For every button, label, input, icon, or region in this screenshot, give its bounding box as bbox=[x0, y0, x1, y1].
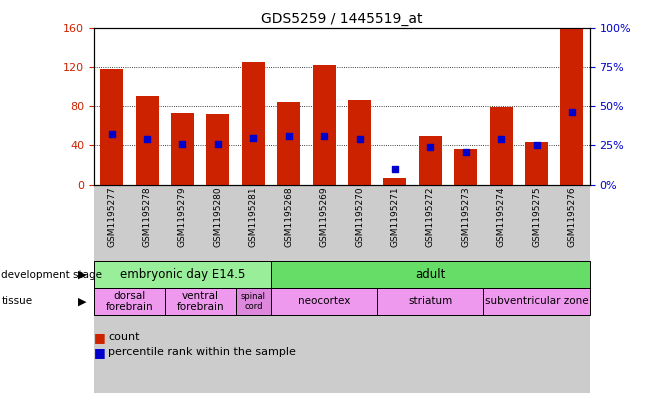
Text: ▶: ▶ bbox=[78, 296, 87, 307]
Bar bbox=[448, 185, 483, 393]
Bar bbox=[94, 261, 271, 288]
Text: subventricular zone: subventricular zone bbox=[485, 296, 588, 307]
Bar bbox=[135, 96, 159, 185]
Bar bbox=[384, 178, 406, 185]
Text: count: count bbox=[108, 332, 140, 342]
Point bbox=[178, 141, 188, 147]
Bar bbox=[342, 185, 377, 393]
Bar bbox=[271, 185, 307, 393]
Bar bbox=[277, 102, 300, 185]
Bar bbox=[206, 114, 229, 185]
Text: spinal
cord: spinal cord bbox=[241, 292, 266, 311]
Bar bbox=[236, 288, 271, 315]
Bar bbox=[130, 185, 165, 393]
Text: ■: ■ bbox=[94, 345, 106, 359]
Bar bbox=[271, 261, 590, 288]
Text: development stage: development stage bbox=[1, 270, 102, 280]
Point bbox=[284, 133, 294, 139]
Bar bbox=[171, 113, 194, 185]
Bar bbox=[312, 65, 336, 185]
Point bbox=[531, 142, 542, 149]
Point bbox=[213, 141, 223, 147]
Text: percentile rank within the sample: percentile rank within the sample bbox=[108, 347, 296, 357]
Text: adult: adult bbox=[415, 268, 446, 281]
Bar bbox=[236, 185, 271, 393]
Text: neocortex: neocortex bbox=[298, 296, 351, 307]
Point bbox=[354, 136, 365, 142]
Bar bbox=[242, 62, 265, 185]
Text: ventral
forebrain: ventral forebrain bbox=[176, 291, 224, 312]
Point bbox=[461, 149, 471, 155]
Bar bbox=[165, 185, 200, 393]
Text: dorsal
forebrain: dorsal forebrain bbox=[106, 291, 153, 312]
Bar bbox=[307, 185, 342, 393]
Bar bbox=[377, 288, 483, 315]
Text: ■: ■ bbox=[94, 331, 106, 344]
Bar bbox=[413, 185, 448, 393]
Bar bbox=[100, 69, 123, 185]
Bar bbox=[94, 185, 130, 393]
Bar bbox=[377, 185, 413, 393]
Bar bbox=[519, 185, 554, 393]
Point bbox=[389, 166, 400, 172]
Bar bbox=[271, 288, 377, 315]
Point bbox=[425, 144, 435, 150]
Bar bbox=[483, 185, 519, 393]
Point bbox=[142, 136, 152, 142]
Bar bbox=[561, 29, 583, 185]
Point bbox=[319, 133, 329, 139]
Bar bbox=[165, 288, 236, 315]
Text: striatum: striatum bbox=[408, 296, 452, 307]
Text: embryonic day E14.5: embryonic day E14.5 bbox=[120, 268, 245, 281]
Point bbox=[248, 134, 259, 141]
Bar bbox=[94, 288, 165, 315]
Bar bbox=[483, 288, 590, 315]
Bar bbox=[200, 185, 236, 393]
Text: ▶: ▶ bbox=[78, 270, 87, 280]
Point bbox=[496, 136, 506, 142]
Text: tissue: tissue bbox=[1, 296, 32, 307]
Title: GDS5259 / 1445519_at: GDS5259 / 1445519_at bbox=[261, 13, 422, 26]
Bar bbox=[525, 142, 548, 185]
Bar bbox=[454, 149, 478, 185]
Bar bbox=[490, 107, 513, 185]
Bar bbox=[348, 100, 371, 185]
Point bbox=[567, 109, 577, 116]
Bar bbox=[419, 136, 442, 185]
Point bbox=[106, 131, 117, 138]
Bar bbox=[554, 185, 590, 393]
